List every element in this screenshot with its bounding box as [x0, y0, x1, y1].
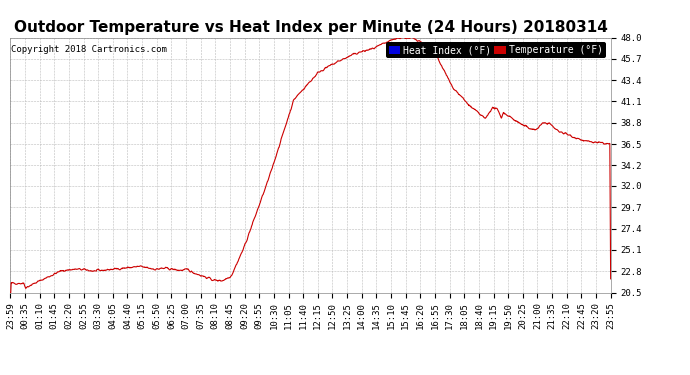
Text: Copyright 2018 Cartronics.com: Copyright 2018 Cartronics.com	[11, 45, 167, 54]
Title: Outdoor Temperature vs Heat Index per Minute (24 Hours) 20180314: Outdoor Temperature vs Heat Index per Mi…	[14, 20, 607, 35]
Legend: Heat Index (°F), Temperature (°F): Heat Index (°F), Temperature (°F)	[386, 42, 606, 58]
